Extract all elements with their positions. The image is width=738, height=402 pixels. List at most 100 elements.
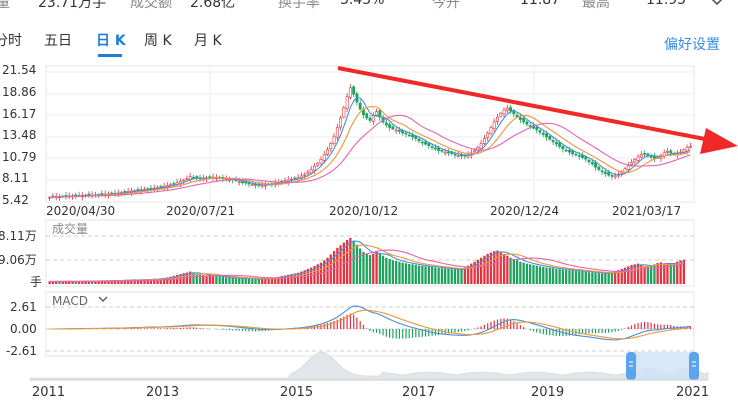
- volume-bar: [669, 264, 672, 284]
- preferences-link[interactable]: 偏好设置: [664, 37, 720, 53]
- volume-y-tick: 8.11万: [0, 229, 37, 243]
- volume-bar: [130, 279, 133, 284]
- price-y-tick: 21.54: [2, 63, 36, 77]
- candle-body: [518, 117, 522, 120]
- candle-body: [365, 113, 369, 119]
- stock-chart[interactable]: 21.54 18.86 16.17 13.48 10.79 8.11 5.42 …: [0, 56, 738, 402]
- tab-five-day[interactable]: 五日: [44, 33, 72, 49]
- volume-bar: [280, 276, 283, 284]
- volume-bar: [359, 248, 362, 284]
- volume-bar: [614, 271, 617, 284]
- candle-body: [391, 126, 395, 130]
- candle-body: [241, 181, 244, 184]
- volume-bar: [68, 281, 71, 284]
- volume-bar: [548, 267, 551, 284]
- price-panel: [45, 65, 695, 203]
- year-tick: 2011: [32, 385, 65, 400]
- candle-body: [453, 153, 457, 156]
- volume-bar: [225, 277, 228, 284]
- volume-bar: [385, 257, 388, 284]
- volume-bar: [584, 271, 587, 284]
- candle-body: [649, 156, 653, 158]
- volume-bar: [48, 281, 51, 284]
- volume-bar: [574, 270, 578, 284]
- volume-bar: [143, 279, 146, 284]
- candle-body: [554, 141, 558, 145]
- volume-bar: [123, 280, 126, 284]
- volume-bar: [532, 264, 535, 284]
- volume-bar: [620, 268, 623, 284]
- volume-bar: [561, 269, 564, 284]
- volume-bar: [261, 278, 264, 284]
- candle-body: [404, 132, 408, 135]
- volume-bar: [417, 265, 421, 284]
- volume-bar: [440, 268, 444, 284]
- candle-body: [669, 150, 673, 154]
- volume-bar: [247, 278, 251, 284]
- price-y-tick: 16.17: [2, 107, 36, 121]
- tab-daily-k[interactable]: 日 K: [96, 33, 126, 49]
- tab-monthly-k[interactable]: 月 K: [194, 33, 222, 49]
- volume-bar: [633, 264, 636, 284]
- volume-bar: [244, 278, 247, 284]
- volume-bar: [287, 274, 290, 284]
- volume-bar: [74, 281, 77, 284]
- volume-bar: [198, 274, 202, 284]
- volume-bar: [61, 281, 64, 284]
- candle-body: [332, 135, 336, 144]
- volume-y-tick: 9.06万: [0, 253, 37, 267]
- price-x-ticks: 2020/04/30 2020/07/21 2020/10/12 2020/12…: [46, 204, 681, 218]
- candle-body: [603, 171, 607, 174]
- volume-bar: [352, 240, 355, 284]
- tab-intraday[interactable]: 分时: [0, 33, 22, 49]
- volume-bar: [159, 278, 162, 284]
- navigator-selection[interactable]: [630, 352, 694, 380]
- volume-bar: [398, 261, 401, 284]
- candle-body: [590, 161, 594, 165]
- candle-body: [283, 180, 287, 182]
- tab-weekly-k[interactable]: 周 K: [144, 33, 172, 49]
- volume-bar: [672, 263, 676, 284]
- volume-bar: [277, 276, 280, 284]
- volume-bar: [388, 259, 391, 284]
- candle-body: [316, 162, 320, 166]
- volume-bar: [447, 268, 450, 284]
- volume-bar: [381, 255, 385, 284]
- ma10-line: [49, 106, 691, 198]
- volume-bar: [368, 255, 372, 284]
- candle-body: [339, 117, 342, 128]
- candle-body: [495, 116, 499, 122]
- candle-body: [424, 141, 427, 145]
- volume-bar: [77, 281, 81, 284]
- candle-body: [652, 156, 656, 159]
- year-tick: 2017: [402, 385, 435, 400]
- volume-bar: [551, 268, 555, 284]
- volume-bar: [666, 264, 669, 284]
- candle-body: [584, 156, 588, 160]
- chevron-down-icon[interactable]: [98, 296, 108, 302]
- date-tick: 2020/04/30: [46, 204, 115, 218]
- candle-body: [633, 159, 637, 163]
- chevron-down-icon[interactable]: [708, 0, 726, 10]
- volume-bar: [64, 281, 68, 284]
- volume-bar: [636, 263, 640, 284]
- volume-bar: [293, 273, 296, 284]
- candle-body: [335, 127, 339, 138]
- candle-body: [479, 143, 483, 149]
- macd-panel: [45, 291, 695, 357]
- year-tick: 2013: [146, 385, 179, 400]
- volume-bar: [153, 278, 156, 284]
- date-tick: 2020/12/24: [490, 204, 559, 218]
- candle-body: [580, 155, 584, 158]
- volume-bar: [591, 272, 594, 284]
- volume-bar: [192, 272, 195, 284]
- volume-bar: [215, 276, 218, 284]
- volume-bar: [372, 253, 375, 284]
- candle-body: [548, 136, 552, 140]
- macd-label[interactable]: MACD: [52, 294, 88, 308]
- candle-body: [482, 138, 486, 144]
- candle-body: [685, 147, 689, 152]
- volume-bar: [97, 280, 100, 284]
- range-navigator[interactable]: [29, 351, 709, 381]
- candle-body: [486, 132, 490, 138]
